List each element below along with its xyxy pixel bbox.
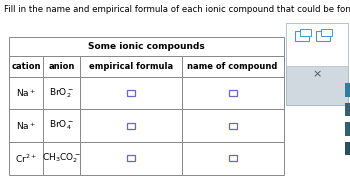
Text: Some ionic compounds: Some ionic compounds xyxy=(88,42,204,51)
Bar xyxy=(182,109,284,142)
Bar xyxy=(300,29,311,36)
Text: anion: anion xyxy=(48,62,75,71)
Bar xyxy=(182,56,284,77)
Bar xyxy=(316,31,330,41)
Bar xyxy=(9,109,43,142)
Text: BrO$_2^-$: BrO$_2^-$ xyxy=(49,86,74,100)
Bar xyxy=(321,29,332,36)
Bar xyxy=(9,37,284,56)
Bar xyxy=(80,56,182,77)
Bar xyxy=(229,90,237,96)
Bar xyxy=(80,142,182,175)
Text: cation: cation xyxy=(11,62,41,71)
Bar xyxy=(345,103,350,116)
Bar xyxy=(229,123,237,129)
Bar xyxy=(43,109,80,142)
Bar xyxy=(9,142,43,175)
Bar xyxy=(127,90,135,96)
Text: CH$_3$CO$_2^-$: CH$_3$CO$_2^-$ xyxy=(42,152,81,165)
Text: empirical formula: empirical formula xyxy=(89,62,173,71)
Bar xyxy=(182,142,284,175)
Bar xyxy=(345,142,350,155)
Bar xyxy=(9,56,43,77)
Bar xyxy=(295,31,309,41)
Bar xyxy=(229,155,237,161)
Bar xyxy=(127,123,135,129)
Bar xyxy=(345,122,350,136)
Bar xyxy=(286,23,348,105)
Bar xyxy=(43,77,80,109)
Bar xyxy=(43,56,80,77)
Bar xyxy=(127,155,135,161)
Bar xyxy=(80,109,182,142)
Text: name of compound: name of compound xyxy=(188,62,278,71)
Bar xyxy=(9,77,43,109)
Bar xyxy=(182,77,284,109)
Text: ×: × xyxy=(312,70,322,80)
Text: Fill in the name and empirical formula of each ionic compound that could be form: Fill in the name and empirical formula o… xyxy=(4,5,350,14)
Text: Cr$^{2+}$: Cr$^{2+}$ xyxy=(15,152,37,165)
Bar xyxy=(286,23,348,66)
Bar xyxy=(43,142,80,175)
Text: BrO$_4^-$: BrO$_4^-$ xyxy=(49,119,74,133)
Text: Na$^+$: Na$^+$ xyxy=(16,87,36,99)
Bar xyxy=(80,77,182,109)
Bar xyxy=(345,83,350,97)
Text: Na$^+$: Na$^+$ xyxy=(16,120,36,132)
